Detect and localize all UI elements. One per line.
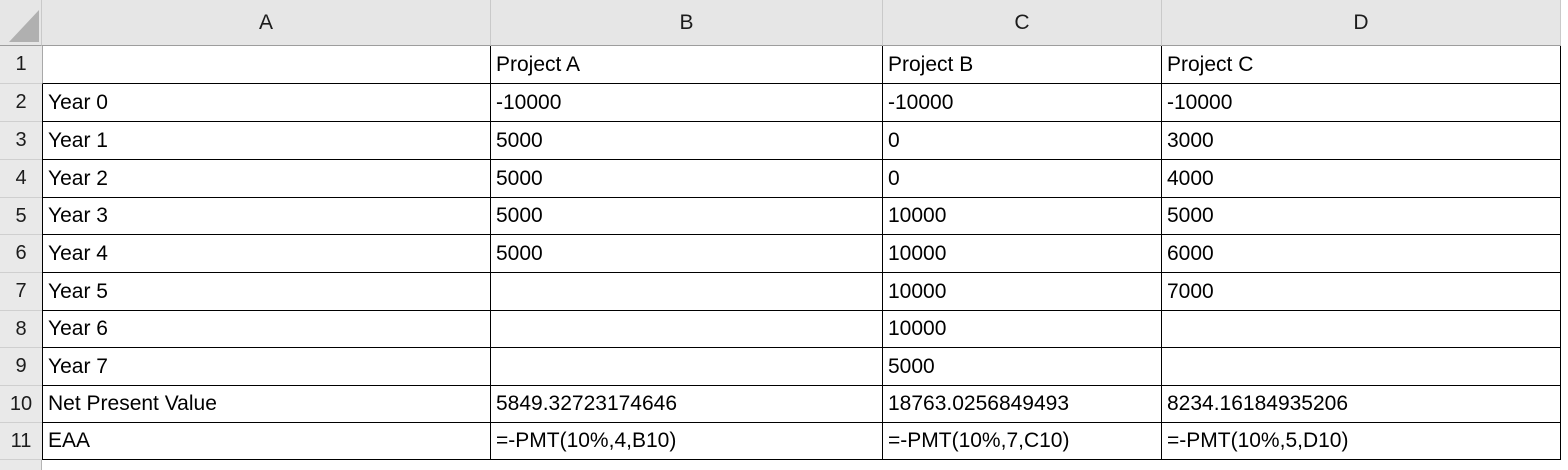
cell-C8[interactable]: 10000: [883, 311, 1162, 348]
row-header-7[interactable]: 7: [0, 273, 42, 311]
cell-D5[interactable]: 5000: [1162, 198, 1561, 235]
select-all-corner[interactable]: [0, 0, 42, 46]
cell-A6[interactable]: Year 4: [42, 235, 491, 273]
row-header-1[interactable]: 1: [0, 46, 42, 84]
cell-B8[interactable]: [491, 311, 883, 348]
row-header-5[interactable]: 5: [0, 198, 42, 235]
cell-B7[interactable]: [491, 273, 883, 311]
cell-D1[interactable]: Project C: [1162, 46, 1561, 84]
cell-A1[interactable]: [42, 46, 491, 84]
cell-A9[interactable]: Year 7: [42, 348, 491, 386]
cell-D4[interactable]: 4000: [1162, 160, 1561, 198]
cell-C5[interactable]: 10000: [883, 198, 1162, 235]
cell-D11[interactable]: =-PMT(10%,5,D10): [1162, 423, 1561, 460]
cell-D9[interactable]: [1162, 348, 1561, 386]
cell-C1[interactable]: Project B: [883, 46, 1162, 84]
cell-C6[interactable]: 10000: [883, 235, 1162, 273]
cell-A5[interactable]: Year 3: [42, 198, 491, 235]
cell-C4[interactable]: 0: [883, 160, 1162, 198]
cell-B9[interactable]: [491, 348, 883, 386]
cell-B11[interactable]: =-PMT(10%,4,B10): [491, 423, 883, 460]
cell-A8[interactable]: Year 6: [42, 311, 491, 348]
cell-C9[interactable]: 5000: [883, 348, 1162, 386]
cell-C3[interactable]: 0: [883, 122, 1162, 160]
cell-A10[interactable]: Net Present Value: [42, 386, 491, 423]
cell-A7[interactable]: Year 5: [42, 273, 491, 311]
cell-D6[interactable]: 6000: [1162, 235, 1561, 273]
column-header-a[interactable]: A: [42, 0, 491, 46]
cell-D10[interactable]: 8234.16184935206: [1162, 386, 1561, 423]
column-header-d[interactable]: D: [1162, 0, 1561, 46]
cell-D8[interactable]: [1162, 311, 1561, 348]
row-gutter-filler: [0, 460, 42, 470]
row-header-6[interactable]: 6: [0, 235, 42, 273]
row-header-2[interactable]: 2: [0, 84, 42, 122]
row-header-11[interactable]: 11: [0, 423, 42, 460]
cell-B6[interactable]: 5000: [491, 235, 883, 273]
cell-C11[interactable]: =-PMT(10%,7,C10): [883, 423, 1162, 460]
cell-B5[interactable]: 5000: [491, 198, 883, 235]
row-header-9[interactable]: 9: [0, 348, 42, 386]
column-header-b[interactable]: B: [491, 0, 883, 46]
cell-D7[interactable]: 7000: [1162, 273, 1561, 311]
cell-B4[interactable]: 5000: [491, 160, 883, 198]
column-header-c[interactable]: C: [883, 0, 1162, 46]
cell-B1[interactable]: Project A: [491, 46, 883, 84]
cell-A3[interactable]: Year 1: [42, 122, 491, 160]
row-header-8[interactable]: 8: [0, 311, 42, 348]
cell-C2[interactable]: -10000: [883, 84, 1162, 122]
cell-A2[interactable]: Year 0: [42, 84, 491, 122]
cell-D3[interactable]: 3000: [1162, 122, 1561, 160]
row-header-4[interactable]: 4: [0, 160, 42, 198]
row-header-10[interactable]: 10: [0, 386, 42, 423]
cell-A4[interactable]: Year 2: [42, 160, 491, 198]
cell-B10[interactable]: 5849.32723174646: [491, 386, 883, 423]
row-header-3[interactable]: 3: [0, 122, 42, 160]
header-filler: [1561, 0, 1568, 46]
cell-C10[interactable]: 18763.0256849493: [883, 386, 1162, 423]
cell-B2[interactable]: -10000: [491, 84, 883, 122]
select-all-triangle-icon: [9, 10, 39, 42]
cell-D2[interactable]: -10000: [1162, 84, 1561, 122]
cell-A11[interactable]: EAA: [42, 423, 491, 460]
cell-B3[interactable]: 5000: [491, 122, 883, 160]
cell-C7[interactable]: 10000: [883, 273, 1162, 311]
